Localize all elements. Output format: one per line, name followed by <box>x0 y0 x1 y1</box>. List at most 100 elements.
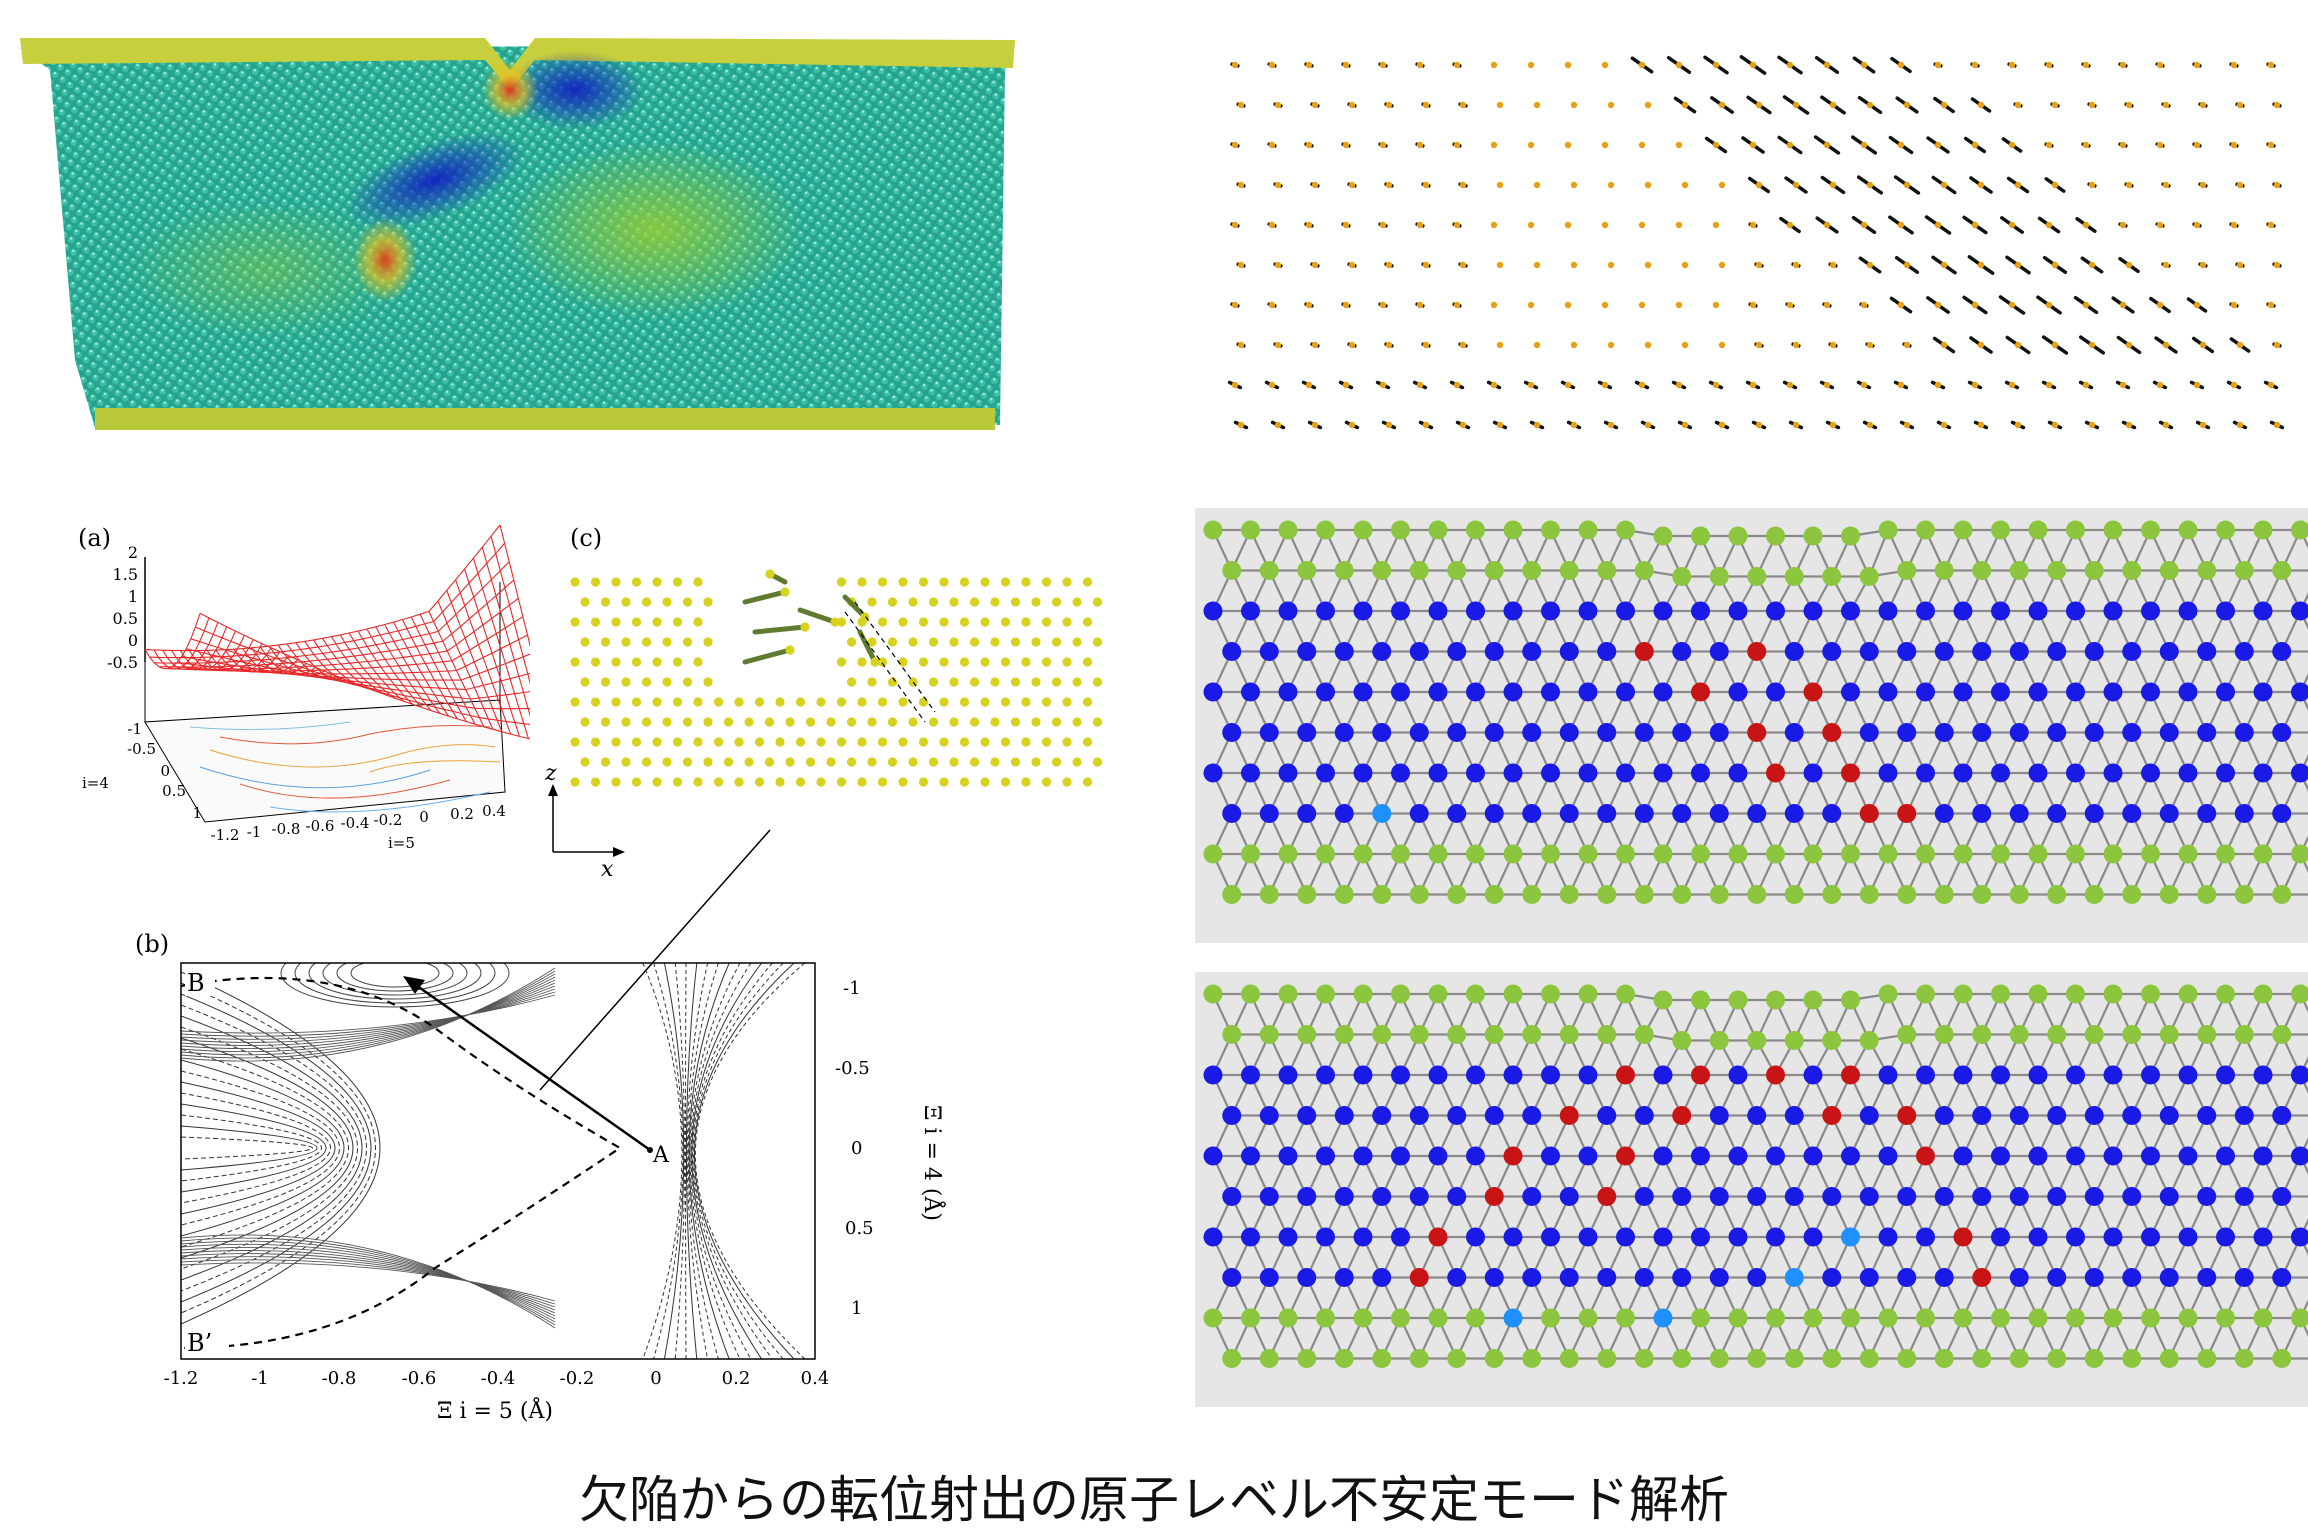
lattice-atom <box>1279 1147 1298 1166</box>
vector-arrow <box>1275 102 1281 108</box>
lattice-atom <box>2047 1106 2066 1125</box>
panel-c-atom-arrangement: (c) z x <box>545 522 1115 882</box>
lattice-atom <box>1822 885 1841 904</box>
lattice-atom <box>1260 723 1279 742</box>
vector-arrow <box>1491 62 1497 68</box>
vector-arrow <box>1312 182 1318 188</box>
vector-arrow <box>1865 422 1876 428</box>
lattice-atom <box>1083 657 1092 666</box>
lattice-atom <box>2160 1349 2179 1368</box>
lattice-atom <box>888 757 897 766</box>
lattice-atom <box>1083 697 1092 706</box>
lattice-atom <box>1579 1228 1598 1247</box>
lattice-atom <box>1654 1228 1673 1247</box>
lattice-atom <box>1616 683 1635 702</box>
vector-arrow <box>2237 182 2243 188</box>
vector-arrow <box>1904 342 1910 348</box>
lattice-atom <box>2066 1066 2085 1085</box>
lattice-atom <box>1879 1147 1898 1166</box>
lattice-atom <box>1916 845 1935 864</box>
lattice-atom <box>1316 602 1335 621</box>
lattice-atom <box>2047 1349 2066 1368</box>
lattice-atom <box>755 697 764 706</box>
lattice-atom <box>1001 737 1010 746</box>
lattice-atom <box>2010 561 2029 580</box>
lattice-atom <box>2235 1025 2254 1044</box>
lattice-atom <box>1747 1106 1766 1125</box>
lattice-atom <box>1916 1228 1935 1247</box>
lattice-atom <box>2029 683 2048 702</box>
lattice-atom <box>1654 683 1673 702</box>
vector-arrow <box>1232 142 1238 148</box>
lattice-atom <box>990 637 999 646</box>
lattice-atom <box>1391 1147 1410 1166</box>
lattice-atom <box>1597 1268 1616 1287</box>
lattice-atom <box>1804 602 1823 621</box>
vector-arrow <box>1571 182 1577 188</box>
lattice-atom <box>1316 764 1335 783</box>
lattice-atom <box>2141 683 2160 702</box>
lattice-atom <box>611 617 620 626</box>
vector-arrow <box>2163 102 2169 108</box>
lattice-atom <box>2029 602 2048 621</box>
i5-tick: -1.2 <box>211 826 240 844</box>
vector-arrow <box>2194 62 2200 68</box>
lattice-atom <box>2160 1106 2179 1125</box>
vector-arrow <box>2081 337 2103 353</box>
lattice-atom <box>2272 1025 2291 1044</box>
lattice-atom <box>1466 1228 1485 1247</box>
lattice-atom <box>1991 985 2010 1004</box>
vector-arrow <box>1495 422 1506 428</box>
vector-arrow <box>1306 222 1312 228</box>
lattice-atom <box>919 577 928 586</box>
vector-arrow <box>2044 337 2067 353</box>
vector-arrow <box>1637 382 1648 388</box>
lattice-atom <box>2122 1268 2141 1287</box>
lattice-atom <box>1841 683 1860 702</box>
lattice-atom <box>2122 561 2141 580</box>
lattice-atom <box>1785 804 1804 823</box>
vector-arrow <box>1534 262 1540 268</box>
vector-arrow <box>2039 218 2058 231</box>
lattice-atom <box>929 677 938 686</box>
lattice-atom <box>1691 1066 1710 1085</box>
lattice-atom <box>632 577 641 586</box>
lattice-atom <box>2104 764 2123 783</box>
lattice-atom <box>1579 764 1598 783</box>
i4-tick: -0.5 <box>127 740 156 758</box>
vector-arrow <box>1711 382 1722 388</box>
lattice-atom <box>662 637 671 646</box>
y-tick: -0.5 <box>835 1058 870 1079</box>
vector-arrow <box>1454 222 1460 228</box>
lattice-atom <box>1410 1025 1429 1044</box>
lattice-atom <box>2066 1147 2085 1166</box>
vector-arrow <box>2120 142 2126 148</box>
vector-arrow <box>2194 142 2200 148</box>
lattice-atom <box>2272 723 2291 742</box>
vector-arrow <box>1304 382 1315 388</box>
vector-arrow <box>1786 178 1806 192</box>
vector-arrow <box>1750 302 1756 308</box>
lattice-atom <box>1560 1106 1579 1125</box>
lattice-atom <box>1062 697 1071 706</box>
lattice-atom <box>980 777 989 786</box>
lattice-atom <box>939 657 948 666</box>
lattice-atom <box>1879 764 1898 783</box>
lattice-atom <box>1260 804 1279 823</box>
vector-arrow <box>1497 182 1503 188</box>
vector-arrow <box>1676 222 1682 228</box>
lattice-atom <box>837 657 846 666</box>
vector-arrow <box>1713 302 1719 308</box>
vector-arrow <box>1312 342 1318 348</box>
lattice-atom <box>1335 1106 1354 1125</box>
panel-c-atoms <box>570 569 1102 786</box>
lattice-atom <box>1766 845 1785 864</box>
lattice-atom <box>1485 1025 1504 1044</box>
vector-arrow <box>2120 222 2126 228</box>
lattice-atom <box>1021 737 1030 746</box>
lattice-atom <box>1785 1106 1804 1125</box>
lattice-atom <box>1879 683 1898 702</box>
lattice-atom <box>1466 521 1485 540</box>
lattice-atom <box>2104 1309 2123 1328</box>
lattice-atom <box>632 737 641 746</box>
